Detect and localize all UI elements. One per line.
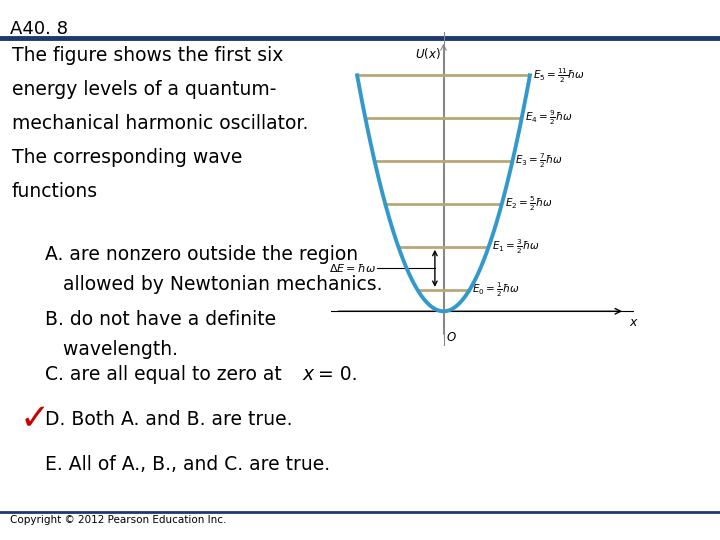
Text: $E_1 = \frac{3}{2}\hbar\omega$: $E_1 = \frac{3}{2}\hbar\omega$	[492, 238, 539, 256]
Text: Copyright © 2012 Pearson Education Inc.: Copyright © 2012 Pearson Education Inc.	[10, 515, 226, 525]
Text: $E_4 = \frac{9}{2}\hbar\omega$: $E_4 = \frac{9}{2}\hbar\omega$	[525, 109, 572, 127]
Text: energy levels of a quantum-: energy levels of a quantum-	[12, 80, 276, 99]
Text: E. All of A., B., and C. are true.: E. All of A., B., and C. are true.	[45, 455, 330, 474]
Text: $x$: $x$	[629, 315, 639, 328]
Text: functions: functions	[12, 182, 98, 201]
Text: $E_2 = \frac{5}{2}\hbar\omega$: $E_2 = \frac{5}{2}\hbar\omega$	[505, 195, 552, 213]
Text: mechanical harmonic oscillator.: mechanical harmonic oscillator.	[12, 114, 308, 133]
Text: The figure shows the first six: The figure shows the first six	[12, 46, 284, 65]
Text: C. are all equal to zero at: C. are all equal to zero at	[45, 365, 288, 384]
Text: $\Delta E = \hbar\omega$: $\Delta E = \hbar\omega$	[329, 262, 376, 274]
Text: $O$: $O$	[446, 330, 456, 343]
Text: allowed by Newtonian mechanics.: allowed by Newtonian mechanics.	[45, 275, 382, 294]
Text: A. are nonzero outside the region: A. are nonzero outside the region	[45, 245, 358, 264]
Text: $E_5 = \frac{11}{2}\hbar\omega$: $E_5 = \frac{11}{2}\hbar\omega$	[533, 66, 585, 85]
Text: = 0.: = 0.	[312, 365, 358, 384]
Text: B. do not have a definite: B. do not have a definite	[45, 310, 276, 329]
Text: A40. 8: A40. 8	[10, 20, 68, 38]
Text: x: x	[302, 365, 313, 384]
Text: D. Both A. and B. are true.: D. Both A. and B. are true.	[45, 410, 292, 429]
Text: ✓: ✓	[20, 402, 50, 436]
Text: $E_0 = \frac{1}{2}\hbar\omega$: $E_0 = \frac{1}{2}\hbar\omega$	[472, 281, 520, 299]
Text: The corresponding wave: The corresponding wave	[12, 148, 243, 167]
Text: $E_3 = \frac{7}{2}\hbar\omega$: $E_3 = \frac{7}{2}\hbar\omega$	[516, 152, 563, 170]
Text: wavelength.: wavelength.	[45, 340, 178, 359]
Text: $U(x)$: $U(x)$	[415, 46, 441, 62]
